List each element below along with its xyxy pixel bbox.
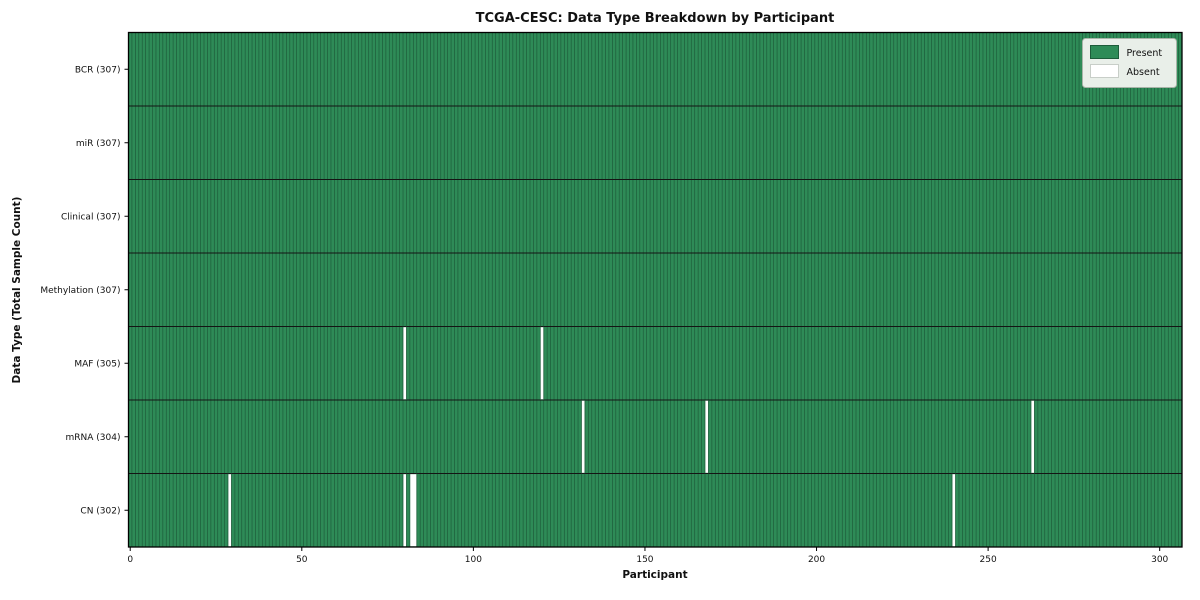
absent-gap-edge: [1030, 400, 1035, 474]
x-tick-label: 150: [636, 555, 653, 565]
legend-label-present: Present: [1127, 48, 1163, 59]
y-tick-label: mRNA (304): [66, 433, 121, 443]
x-axis-label: Participant: [622, 569, 687, 581]
absent-gap-cn: [403, 474, 407, 547]
absent-gap-edge: [581, 400, 586, 474]
chart-title: TCGA-CESC: Data Type Breakdown by Partic…: [476, 11, 835, 26]
x-tick-label: 200: [808, 555, 825, 565]
absent-gap-edge: [409, 473, 418, 547]
legend-swatch-present: [1090, 45, 1119, 59]
row-band-mir: [128, 106, 1182, 180]
y-tick-label: MAF (305): [74, 359, 120, 369]
absent-gap-edge: [402, 326, 407, 400]
y-tick-label: Methylation (307): [40, 286, 120, 296]
y-tick-label: miR (307): [76, 139, 121, 149]
absent-gap-edge: [704, 400, 709, 474]
y-tick-label: BCR (307): [75, 65, 121, 75]
x-tick-label: 300: [1151, 555, 1168, 565]
x-tick-label: 50: [296, 555, 308, 565]
absent-gap-mrna: [705, 400, 709, 473]
y-tick-label: Clinical (307): [61, 212, 121, 222]
legend-label-absent: Absent: [1127, 67, 1160, 78]
x-tick-label: 100: [465, 555, 482, 565]
row-band-cn: [128, 473, 1182, 547]
absent-gap-mrna: [1031, 400, 1035, 473]
absent-gap-cn: [952, 474, 956, 547]
chart-layer: 0 50 100 150 200 250 300 BCR (307) miR (307) Clin…: [40, 31, 1183, 565]
absent-gap-edge: [539, 326, 545, 400]
row-band-methylation: [128, 253, 1182, 327]
absent-gap-edge: [227, 473, 232, 547]
y-axis-label: Data Type (Total Sample Count): [11, 197, 23, 384]
row-band-bcr: [128, 32, 1182, 106]
absent-gap-edge: [402, 473, 407, 547]
row-band-mrna: [128, 400, 1182, 474]
legend-swatch-absent: [1090, 64, 1119, 78]
row-band-maf: [128, 326, 1182, 400]
absent-gap-edge: [951, 473, 956, 547]
row-separators: [128, 105, 1182, 474]
row-band-clinical: [128, 179, 1182, 253]
absent-gap-cn: [409, 474, 417, 547]
absent-gap-mrna: [581, 400, 585, 473]
absent-gap-maf: [540, 327, 544, 400]
y-tick-label: CN (302): [80, 506, 120, 516]
x-tick-label: 0: [127, 555, 133, 565]
absent-gap-maf: [403, 327, 407, 400]
column-edges: [131, 32, 1179, 547]
absent-gap-cn: [228, 474, 232, 547]
x-tick-label: 250: [980, 555, 997, 565]
